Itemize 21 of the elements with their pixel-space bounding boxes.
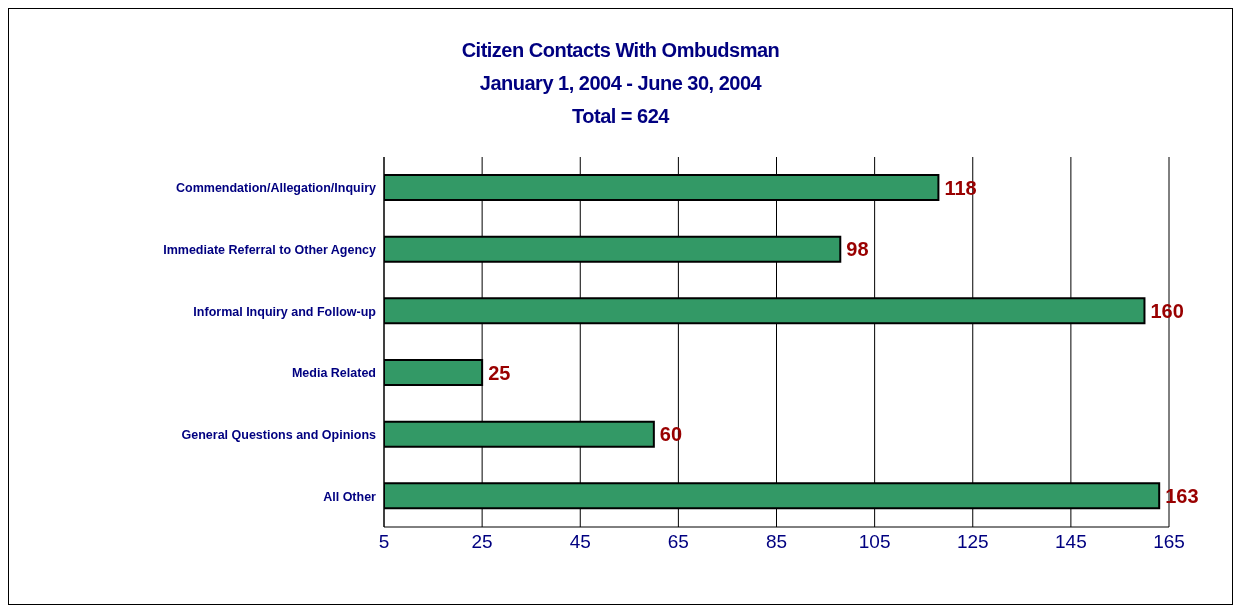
x-tick-label: 165 — [1153, 531, 1185, 553]
data-label: 25 — [488, 361, 511, 384]
x-tick-label: 65 — [667, 531, 689, 553]
y-tick-label: General Questions and Opinions — [181, 427, 377, 442]
data-label: 98 — [846, 238, 869, 261]
x-tick-label: 25 — [471, 531, 493, 553]
y-tick-label: Commendation/Allegation/Inquiry — [175, 181, 377, 196]
x-tick-label: 125 — [956, 531, 989, 553]
x-tick-label: 85 — [765, 531, 788, 553]
x-tick-label: 5 — [378, 531, 390, 553]
y-tick-label: All Other — [323, 489, 377, 504]
chart-title: Citizen Contacts With Ombudsman — [460, 38, 781, 63]
y-tick-label: Informal Inquiry and Follow-up — [193, 304, 377, 319]
data-label: 160 — [1150, 299, 1184, 322]
y-tick-label: Media Related — [291, 366, 376, 381]
x-tick-label: 45 — [569, 531, 591, 553]
y-tick-label: Immediate Referral to Other Agency — [163, 242, 377, 257]
x-tick-label: 105 — [858, 531, 891, 553]
chart-subtitle: January 1, 2004 - June 30, 2004 Total = 624 — [478, 71, 763, 129]
x-tick-label: 145 — [1055, 531, 1087, 553]
data-label: 163 — [1165, 484, 1199, 507]
